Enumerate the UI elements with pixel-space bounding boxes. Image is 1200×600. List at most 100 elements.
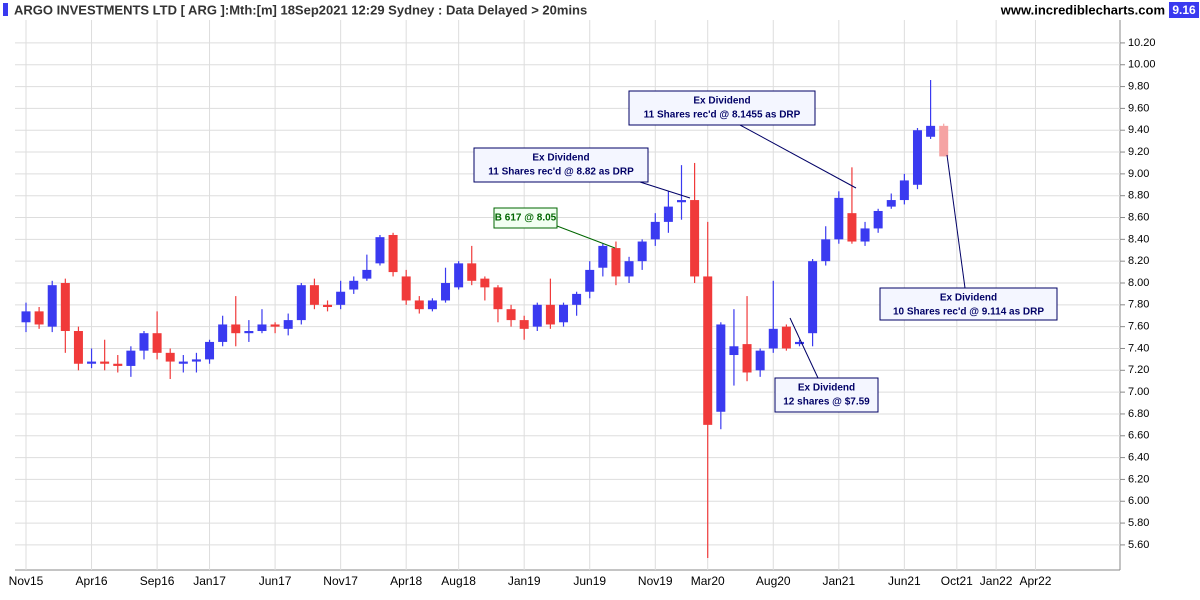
annotation-pointer bbox=[789, 317, 819, 379]
annotation-pointer bbox=[639, 181, 691, 199]
chart-title: ARGO INVESTMENTS LTD [ ARG ]:Mth:[m] 18S… bbox=[14, 2, 587, 17]
annotation-pointer bbox=[556, 225, 616, 249]
candle-body bbox=[650, 221, 660, 240]
x-tick-label: Jan19 bbox=[508, 574, 541, 588]
candle-body bbox=[677, 200, 686, 203]
x-tick-label: Aug20 bbox=[756, 574, 791, 588]
candle-body bbox=[480, 278, 490, 288]
y-tick-label: 5.60 bbox=[1128, 539, 1149, 551]
candle-body bbox=[585, 269, 595, 292]
annotation-box bbox=[628, 90, 816, 126]
annotation-title: Ex Dividend bbox=[798, 383, 855, 394]
candle-body bbox=[781, 326, 791, 349]
candle-body bbox=[742, 344, 752, 373]
candle-body bbox=[899, 180, 909, 201]
candle-body bbox=[886, 200, 896, 207]
candle-body bbox=[21, 311, 31, 323]
x-tick-label: Jun21 bbox=[888, 574, 921, 588]
candle-body bbox=[598, 245, 608, 268]
candle-body bbox=[506, 309, 516, 321]
candle-body bbox=[624, 261, 634, 277]
candle-body bbox=[637, 241, 647, 262]
annotation-box bbox=[774, 377, 879, 413]
candle-body bbox=[87, 361, 97, 364]
y-tick-label: 8.40 bbox=[1128, 233, 1149, 245]
candle-body bbox=[768, 328, 778, 349]
y-tick-label: 6.80 bbox=[1128, 408, 1149, 420]
candle-body bbox=[834, 197, 844, 240]
candle-body bbox=[323, 304, 333, 308]
candle-body bbox=[34, 311, 44, 325]
candle-body bbox=[532, 304, 542, 327]
candle-body bbox=[178, 361, 188, 364]
candle-body bbox=[218, 324, 228, 342]
y-tick-label: 9.40 bbox=[1128, 124, 1149, 136]
y-tick-label: 6.20 bbox=[1128, 473, 1149, 485]
x-tick-label: Apr16 bbox=[76, 574, 108, 588]
y-tick-label: 7.20 bbox=[1128, 364, 1149, 376]
candle-body bbox=[873, 210, 883, 229]
x-tick-label: Aug18 bbox=[441, 574, 476, 588]
candle-body bbox=[519, 320, 529, 329]
price-tag bbox=[1169, 2, 1199, 18]
candle-body bbox=[349, 280, 359, 290]
y-tick-label: 9.20 bbox=[1128, 146, 1149, 158]
candle-body bbox=[467, 263, 477, 281]
y-tick-label: 8.20 bbox=[1128, 255, 1149, 267]
candle-body bbox=[401, 276, 411, 301]
candle-body bbox=[152, 333, 162, 353]
candle-body bbox=[60, 282, 70, 332]
candle-body bbox=[559, 304, 569, 323]
candle-body bbox=[427, 300, 437, 310]
candle-body bbox=[690, 200, 700, 277]
candle-body bbox=[847, 213, 857, 242]
x-tick-label: Jun19 bbox=[573, 574, 606, 588]
annotation-title: Ex Dividend bbox=[693, 96, 750, 107]
candle-body bbox=[73, 331, 83, 364]
annotation-box bbox=[879, 287, 1058, 321]
y-tick-label: 9.80 bbox=[1128, 80, 1149, 92]
x-tick-label: Sep16 bbox=[140, 574, 175, 588]
y-tick-label: 7.80 bbox=[1128, 299, 1149, 311]
candle-body bbox=[231, 324, 241, 334]
candle-body bbox=[703, 276, 713, 425]
y-tick-label: 7.00 bbox=[1128, 386, 1149, 398]
annotation-text: 11 Shares rec'd @ 8.82 as DRP bbox=[488, 167, 634, 178]
last-price: 9.16 bbox=[1172, 3, 1196, 17]
candle-body bbox=[729, 346, 739, 356]
y-tick-label: 8.60 bbox=[1128, 211, 1149, 223]
candle-body bbox=[821, 239, 831, 262]
candle-body bbox=[113, 363, 123, 366]
y-tick-label: 7.60 bbox=[1128, 321, 1149, 333]
candle-body bbox=[493, 287, 503, 310]
candle-body bbox=[926, 125, 936, 137]
annotation-text: 12 shares @ $7.59 bbox=[783, 397, 870, 408]
x-tick-label: Nov19 bbox=[638, 574, 673, 588]
candle-body bbox=[454, 263, 464, 288]
y-tick-label: 6.60 bbox=[1128, 430, 1149, 442]
y-tick-label: 9.00 bbox=[1128, 168, 1149, 180]
candle-body bbox=[663, 206, 673, 222]
candle-body bbox=[126, 350, 136, 366]
x-tick-label: Nov15 bbox=[9, 574, 44, 588]
candle-body bbox=[296, 285, 306, 321]
candle-body bbox=[572, 293, 582, 305]
x-tick-label: Jan21 bbox=[822, 574, 855, 588]
candle-body bbox=[545, 304, 555, 325]
candle-body bbox=[939, 125, 949, 157]
candle-body bbox=[336, 291, 346, 305]
candle-body bbox=[388, 234, 398, 273]
y-tick-label: 7.40 bbox=[1128, 342, 1149, 354]
candle-body bbox=[362, 269, 372, 279]
annotation-title: Ex Dividend bbox=[940, 293, 997, 304]
y-tick-label: 6.40 bbox=[1128, 452, 1149, 464]
x-tick-label: Mar20 bbox=[691, 574, 725, 588]
candle-body bbox=[375, 237, 385, 264]
candle-body bbox=[165, 352, 175, 362]
y-tick-label: 8.80 bbox=[1128, 190, 1149, 202]
header-icon bbox=[3, 3, 8, 16]
candle-body bbox=[244, 331, 254, 334]
x-tick-label: Apr18 bbox=[390, 574, 422, 588]
candle-body bbox=[912, 130, 922, 185]
